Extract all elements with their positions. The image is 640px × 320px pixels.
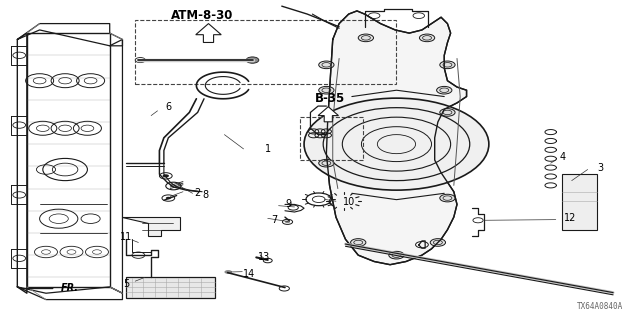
Polygon shape — [122, 217, 180, 236]
Circle shape — [440, 108, 455, 116]
Text: TX64A0840A: TX64A0840A — [577, 302, 623, 311]
Circle shape — [163, 174, 169, 178]
Circle shape — [166, 197, 171, 199]
Circle shape — [389, 252, 404, 259]
Bar — [562, 174, 597, 230]
Polygon shape — [326, 11, 467, 265]
Text: 4: 4 — [559, 152, 565, 162]
Text: ATM-8-30: ATM-8-30 — [171, 9, 234, 22]
Circle shape — [319, 61, 334, 69]
Text: 9: 9 — [285, 199, 291, 209]
Text: 3: 3 — [597, 163, 604, 173]
Circle shape — [430, 239, 445, 246]
Text: 13: 13 — [258, 252, 270, 262]
Text: 6: 6 — [165, 102, 172, 112]
Circle shape — [440, 194, 455, 202]
Circle shape — [319, 159, 334, 167]
Circle shape — [304, 98, 489, 190]
Polygon shape — [318, 107, 339, 122]
Polygon shape — [196, 24, 221, 43]
Circle shape — [319, 86, 334, 94]
Text: B-35: B-35 — [314, 92, 345, 105]
Bar — [135, 20, 396, 84]
Text: 8: 8 — [202, 190, 209, 200]
Polygon shape — [125, 277, 215, 298]
Circle shape — [246, 57, 259, 63]
Circle shape — [436, 86, 452, 94]
Text: FR.: FR. — [61, 284, 79, 293]
Text: 11: 11 — [120, 232, 132, 242]
Bar — [300, 117, 364, 160]
Circle shape — [440, 61, 455, 69]
Circle shape — [351, 239, 366, 246]
Text: 12: 12 — [564, 213, 577, 223]
Text: 2: 2 — [195, 188, 201, 198]
Text: 5: 5 — [123, 279, 129, 289]
Text: 10: 10 — [342, 197, 355, 207]
Text: 14: 14 — [243, 269, 255, 279]
Text: 7: 7 — [271, 215, 277, 225]
Text: 1: 1 — [265, 144, 271, 154]
Circle shape — [225, 270, 232, 274]
Circle shape — [285, 220, 290, 223]
Circle shape — [358, 34, 374, 42]
Circle shape — [419, 34, 435, 42]
